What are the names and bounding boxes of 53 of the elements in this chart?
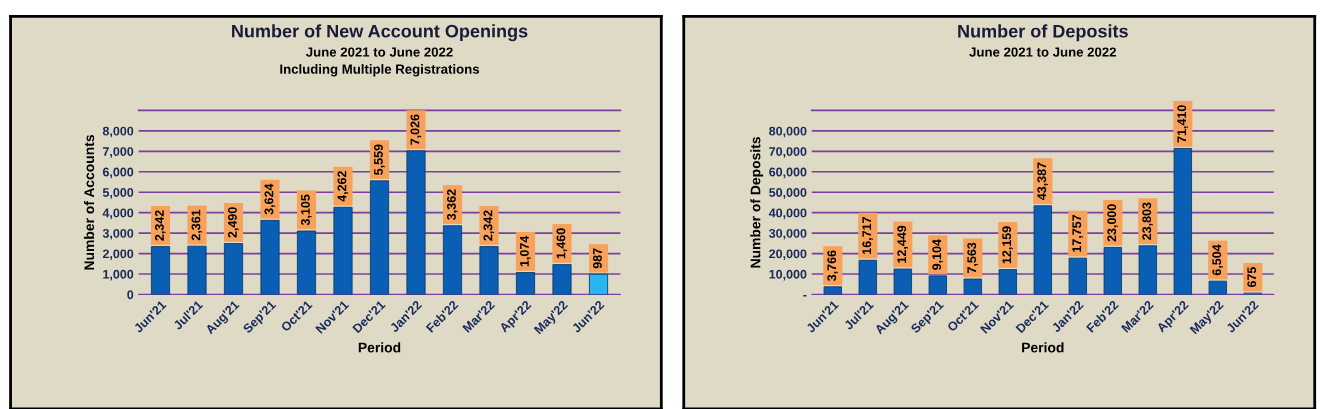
y-tick-label: 1,000 [103,269,134,281]
data-label: 2,490 [228,207,239,238]
y-tick-label: 30,000 [769,228,807,240]
y-tick-label: 80,000 [769,126,807,138]
data-label: 23,000 [1107,204,1118,242]
y-tick-label: 10,000 [769,269,807,281]
data-label: 6,504 [1212,244,1223,276]
data-label: 43,387 [1037,162,1048,201]
data-label: 5,559 [374,144,385,175]
data-label: 12,159 [1002,226,1013,264]
y-tick-label: - [803,295,807,297]
data-label: 7,026 [410,114,422,145]
chart-subtitle: June 2021 to June 2022 Including Multiple Registrations [280,47,480,77]
data-label: 987 [593,248,602,269]
y-tick-label: 60,000 [769,167,807,179]
y-tick-label: 4,000 [102,208,134,220]
data-label: 7,563 [967,242,978,273]
y-tick-label: 3,000 [102,228,134,240]
data-label: 2,342 [483,210,495,241]
data-label: 3,766 [827,250,838,281]
y-tick-label: 6,000 [102,167,134,179]
data-label: 3,362 [447,189,458,220]
chart-title: Number of Deposits [958,24,1128,42]
data-label: 675 [1247,267,1257,288]
data-label: 12,449 [897,225,908,263]
data-label: 2,342 [155,210,166,241]
data-label: 3,105 [301,194,312,226]
y-tick-label: 40,000 [768,208,807,220]
y-axis-title: Number of Deposits [750,137,764,268]
y-tick-label: 50,000 [769,188,807,199]
data-label: 23,803 [1142,202,1153,240]
y-axis-title: Number of Accounts [83,134,95,270]
data-label: 1,074 [520,235,531,267]
chart-subtitle: June 2021 to June 2022 [969,47,1116,57]
bar [823,286,842,295]
data-label: 9,104 [932,239,943,270]
data-label: 16,717 [862,217,873,254]
data-label: 71,410 [1177,105,1188,143]
y-tick-label: 5,000 [102,188,134,199]
y-tick-label: 0 [127,290,134,300]
data-label: 2,361 [191,209,203,241]
data-label: 17,757 [1072,214,1083,252]
data-label: 4,262 [337,171,349,202]
y-tick-label: 7,000 [103,147,134,158]
data-label: 1,460 [556,228,568,259]
y-tick-label: 20,000 [769,249,807,261]
data-label: 3,624 [264,183,276,215]
y-tick-label: 2,000 [102,249,134,261]
y-tick-label: 8,000 [102,126,134,138]
x-axis-title: Period [358,342,401,353]
x-axis-title: Period [1022,342,1064,353]
chart-title: Number of New Account Openings [232,24,528,42]
y-tick-label: 70,000 [769,147,807,158]
